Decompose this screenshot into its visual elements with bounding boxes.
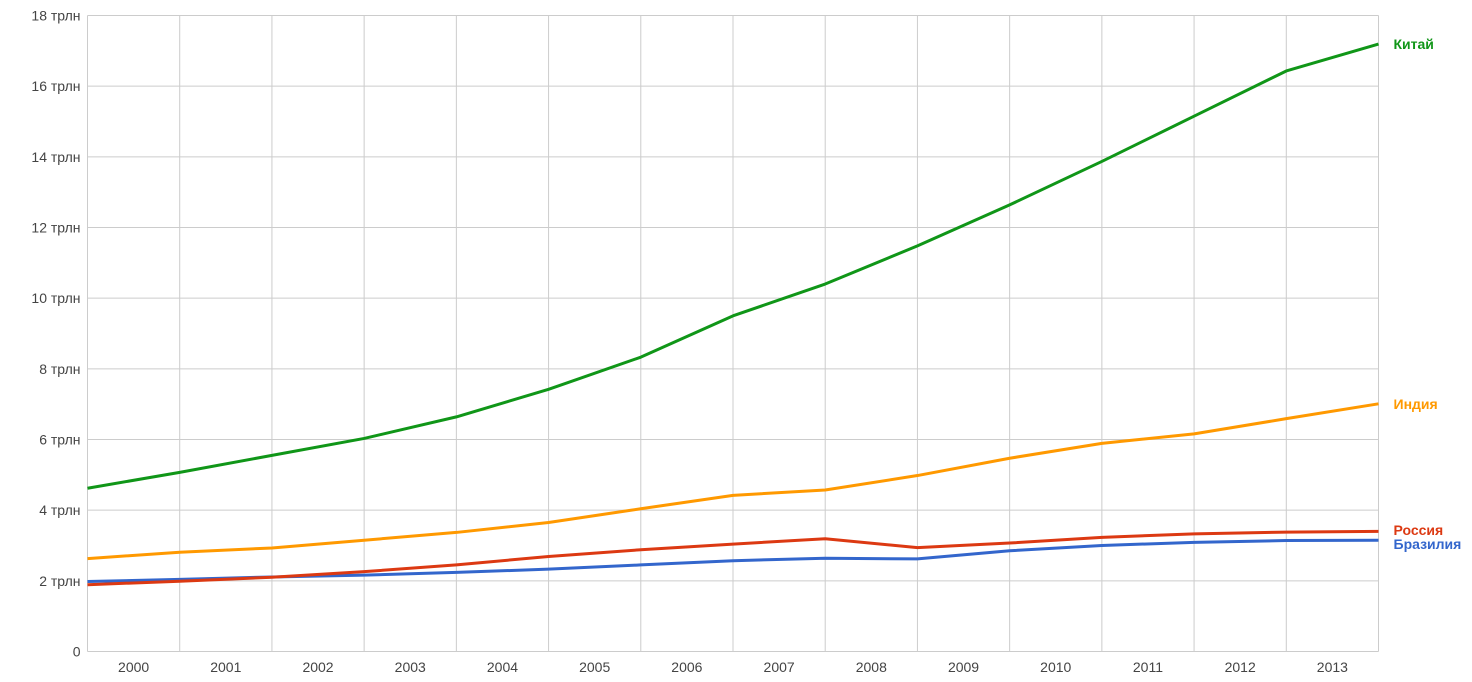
svg-text:12 трлн: 12 трлн [31,220,80,236]
svg-text:2012: 2012 [1225,659,1256,675]
svg-text:2004: 2004 [487,659,518,675]
svg-text:8 трлн: 8 трлн [39,361,80,377]
svg-text:2009: 2009 [948,659,979,675]
svg-text:2008: 2008 [856,659,887,675]
svg-text:10 трлн: 10 трлн [31,290,80,306]
svg-text:2 трлн: 2 трлн [39,573,80,589]
svg-text:2002: 2002 [302,659,333,675]
svg-text:16 трлн: 16 трлн [31,78,80,94]
svg-text:2001: 2001 [210,659,241,675]
svg-text:2011: 2011 [1133,659,1163,675]
svg-text:Китай: Китай [1394,36,1434,52]
svg-text:18 трлн: 18 трлн [31,8,80,24]
svg-text:2005: 2005 [579,659,610,675]
svg-text:2010: 2010 [1040,659,1071,675]
svg-text:Россия: Россия [1394,522,1444,538]
svg-text:14 трлн: 14 трлн [31,149,80,165]
svg-text:6 трлн: 6 трлн [39,432,80,448]
svg-text:2013: 2013 [1317,659,1348,675]
svg-text:2006: 2006 [671,659,702,675]
svg-text:0: 0 [73,644,81,660]
svg-text:Индия: Индия [1394,396,1438,412]
svg-text:4 трлн: 4 трлн [39,502,80,518]
svg-text:2003: 2003 [395,659,426,675]
svg-text:2007: 2007 [764,659,795,675]
svg-text:2000: 2000 [118,659,149,675]
svg-text:Бразилия: Бразилия [1394,536,1462,552]
